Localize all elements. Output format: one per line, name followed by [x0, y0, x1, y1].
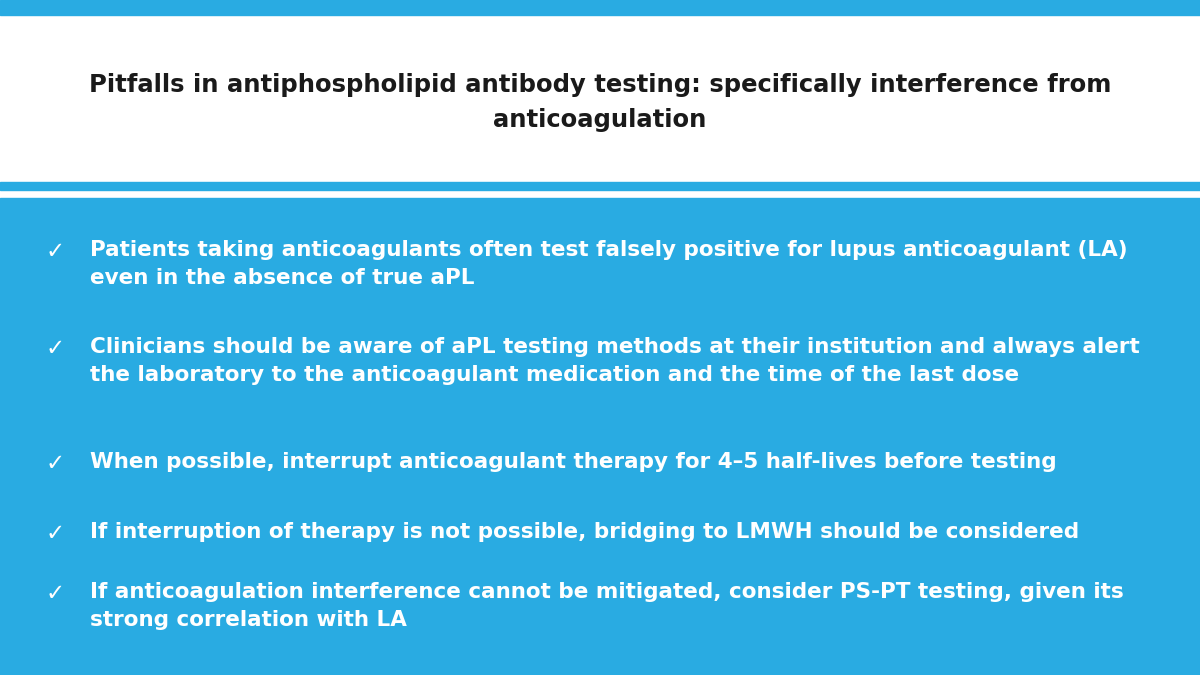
Bar — [0, 182, 1200, 190]
Text: Patients taking anticoagulants often test falsely positive for lupus anticoagula: Patients taking anticoagulants often tes… — [90, 240, 1128, 288]
Text: ✓: ✓ — [46, 240, 65, 263]
Text: If interruption of therapy is not possible, bridging to LMWH should be considere: If interruption of therapy is not possib… — [90, 522, 1079, 541]
Text: ✓: ✓ — [46, 452, 65, 475]
Bar — [0, 198, 1200, 675]
Text: If anticoagulation interference cannot be mitigated, consider PS-PT testing, giv: If anticoagulation interference cannot b… — [90, 582, 1123, 630]
Text: Pitfalls in antiphospholipid antibody testing: specifically interference from
an: Pitfalls in antiphospholipid antibody te… — [89, 73, 1111, 132]
Text: ✓: ✓ — [46, 337, 65, 360]
Text: When possible, interrupt anticoagulant therapy for 4–5 half-lives before testing: When possible, interrupt anticoagulant t… — [90, 452, 1057, 472]
Bar — [0, 660, 1200, 675]
Text: ✓: ✓ — [46, 522, 65, 545]
Text: ✓: ✓ — [46, 582, 65, 605]
Text: Clinicians should be aware of aPL testing methods at their institution and alway: Clinicians should be aware of aPL testin… — [90, 337, 1140, 385]
Bar — [0, 0, 1200, 15]
